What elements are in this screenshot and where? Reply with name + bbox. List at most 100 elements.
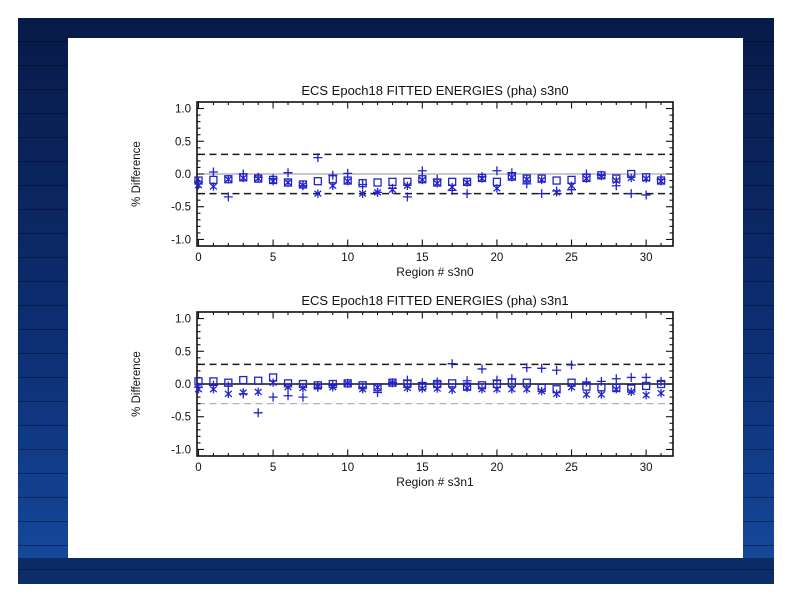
axis-ticks (197, 311, 673, 457)
asterisk-marker (373, 188, 382, 197)
reference-lines (198, 153, 672, 195)
plus-marker (641, 372, 651, 382)
asterisk-marker (463, 178, 471, 187)
plus-marker (611, 374, 621, 384)
plus-marker (358, 179, 368, 189)
plus-marker (492, 166, 502, 176)
asterisk-marker (433, 384, 442, 393)
y-tick-label: -0.5 (171, 412, 191, 424)
asterisk-marker (299, 180, 307, 190)
x-tick-label: 0 (195, 252, 201, 264)
y-tick-label: -0.5 (171, 202, 191, 214)
asterisk-marker (373, 383, 382, 392)
asterisk-marker (567, 181, 576, 190)
y-axis-label: % Difference (131, 351, 143, 417)
x-tick-label: 25 (565, 252, 578, 264)
asterisk-marker (522, 385, 531, 394)
asterisk-marker (254, 174, 263, 183)
square-marker (239, 375, 248, 385)
plus-marker (283, 168, 293, 178)
y-tick-label: 0.0 (175, 379, 191, 391)
asterisk-marker (269, 177, 277, 186)
plus-marker (537, 189, 547, 199)
y-tick-label: 0.5 (175, 346, 191, 358)
asterisk-marker (224, 175, 233, 184)
plus-marker (328, 170, 338, 180)
asterisk-marker (209, 385, 218, 394)
y-tick-label: 1.0 (175, 104, 191, 116)
plus-marker (581, 377, 591, 387)
x-tick-label: 20 (491, 462, 504, 474)
asterisk-marker (448, 385, 456, 395)
plus-marker (552, 365, 562, 375)
asterisk-marker (552, 188, 561, 197)
plus-marker (402, 375, 412, 385)
asterisk-marker (343, 379, 352, 388)
tick-labels: 0 5 10 15 20 25 30 -1.0 -0.5 0.0 0.5 1.0 (171, 314, 652, 474)
asterisk-marker (224, 389, 233, 399)
asterisk-marker (642, 390, 650, 400)
square-marker (373, 178, 382, 187)
y-tick-label: 0.5 (175, 136, 191, 148)
asterisk-marker (493, 184, 501, 193)
x-tick-label: 15 (416, 462, 429, 474)
plus-marker (567, 360, 577, 370)
asterisk-marker (209, 182, 218, 191)
plus-marker (268, 392, 278, 402)
y-tick-label: 0.0 (175, 169, 191, 181)
plus-marker (626, 189, 636, 199)
series-asterisk-markers (194, 378, 665, 400)
asterisk-marker (567, 383, 576, 392)
asterisk-marker (508, 173, 516, 182)
asterisk-marker (314, 382, 322, 391)
asterisk-marker (597, 390, 606, 399)
asterisk-marker (269, 378, 277, 387)
plus-marker (507, 374, 517, 384)
asterisk-marker (657, 177, 665, 186)
plus-marker (343, 168, 353, 178)
asterisk-marker (612, 385, 621, 394)
square-marker (254, 376, 263, 385)
plus-marker (492, 375, 502, 385)
x-axis-label: Region # s3n0 (396, 265, 474, 279)
asterisk-marker (403, 383, 412, 393)
charts-canvas: 0 5 10 15 20 25 30 -1.0 -0.5 0.0 0.5 1.0 ECS Epoch18… (131, 83, 674, 489)
asterisk-marker (433, 178, 442, 188)
plus-marker (462, 189, 472, 199)
plus-marker (522, 363, 532, 373)
axis-ticks (197, 101, 673, 247)
reference-lines (198, 363, 672, 405)
asterisk-marker (657, 388, 665, 398)
asterisk-marker (388, 185, 397, 194)
asterisk-marker (328, 383, 337, 392)
asterisk-marker (597, 171, 606, 181)
plus-marker (223, 381, 233, 391)
plot-s3n1: 0 5 10 15 20 25 30 -1.0 -0.5 0.0 0.5 1.0 ECS Epoch18… (131, 293, 674, 489)
plus-marker (283, 391, 293, 401)
y-axis-label: % Difference (131, 141, 143, 207)
plus-marker (313, 153, 323, 163)
x-tick-label: 10 (341, 252, 354, 264)
asterisk-marker (284, 178, 292, 187)
series-asterisk-markers (194, 171, 665, 198)
plus-marker (641, 190, 651, 200)
x-tick-label: 25 (565, 462, 578, 474)
chart-title: ECS Epoch18 FITTED ENERGIES (pha) s3n1 (301, 293, 568, 308)
asterisk-marker (582, 174, 591, 183)
x-tick-label: 30 (640, 252, 653, 264)
asterisk-marker (537, 387, 546, 396)
plus-marker (402, 192, 412, 202)
plus-marker (253, 408, 263, 418)
asterisk-marker (343, 177, 352, 186)
plus-marker (477, 364, 487, 374)
asterisk-marker (194, 385, 203, 394)
asterisk-marker (358, 189, 367, 198)
asterisk-marker (299, 383, 307, 393)
asterisk-marker (642, 174, 650, 183)
asterisk-marker (478, 174, 486, 183)
asterisk-marker (239, 388, 248, 397)
asterisk-marker (612, 176, 621, 185)
x-axis-label: Region # s3n1 (396, 475, 474, 489)
plus-marker (417, 166, 427, 176)
